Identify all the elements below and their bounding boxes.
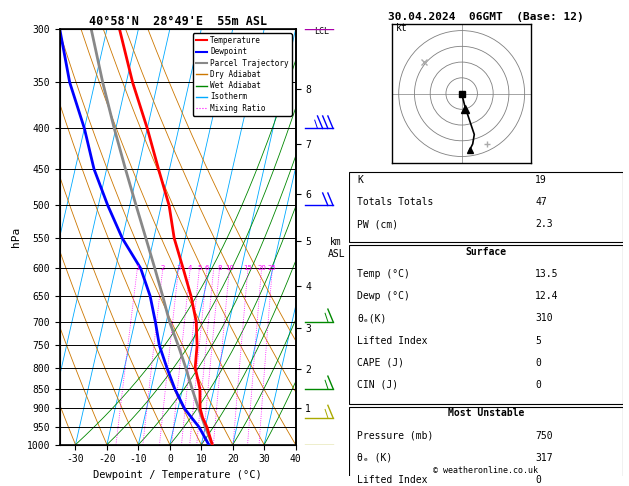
- Text: 4: 4: [188, 265, 192, 271]
- Bar: [349, 407, 623, 486]
- Text: 310: 310: [535, 313, 553, 323]
- Text: 317: 317: [535, 453, 553, 463]
- Text: Totals Totals: Totals Totals: [357, 197, 433, 207]
- Text: 3: 3: [176, 265, 181, 271]
- Text: 2.3: 2.3: [535, 219, 553, 229]
- X-axis label: Dewpoint / Temperature (°C): Dewpoint / Temperature (°C): [93, 470, 262, 480]
- Text: 20: 20: [257, 265, 266, 271]
- Text: CIN (J): CIN (J): [357, 380, 398, 390]
- Text: 1: 1: [135, 265, 140, 271]
- Title: 40°58'N  28°49'E  55m ASL: 40°58'N 28°49'E 55m ASL: [89, 15, 267, 28]
- Text: kt: kt: [396, 22, 408, 33]
- Text: 10: 10: [225, 265, 234, 271]
- Text: Lifted Index: Lifted Index: [357, 475, 428, 485]
- Text: 12.4: 12.4: [535, 291, 559, 301]
- Text: LCL: LCL: [314, 27, 330, 36]
- Text: Surface: Surface: [465, 247, 506, 257]
- Text: Most Unstable: Most Unstable: [448, 408, 524, 418]
- Text: 15: 15: [243, 265, 252, 271]
- Text: Lifted Index: Lifted Index: [357, 335, 428, 346]
- Text: CAPE (J): CAPE (J): [357, 358, 404, 368]
- Text: 13.5: 13.5: [535, 269, 559, 279]
- Text: 25: 25: [268, 265, 277, 271]
- Text: 5: 5: [535, 335, 541, 346]
- Y-axis label: hPa: hPa: [11, 227, 21, 247]
- Text: 750: 750: [535, 431, 553, 441]
- Text: 2: 2: [160, 265, 165, 271]
- Text: 19: 19: [535, 175, 547, 185]
- Text: θₑ(K): θₑ(K): [357, 313, 387, 323]
- Bar: [349, 173, 623, 242]
- Text: 47: 47: [535, 197, 547, 207]
- Text: 0: 0: [535, 475, 541, 485]
- Text: 0: 0: [535, 358, 541, 368]
- Text: PW (cm): PW (cm): [357, 219, 398, 229]
- Text: Temp (°C): Temp (°C): [357, 269, 410, 279]
- Text: 30.04.2024  06GMT  (Base: 12): 30.04.2024 06GMT (Base: 12): [388, 12, 584, 22]
- Text: © weatheronline.co.uk: © weatheronline.co.uk: [433, 466, 538, 475]
- Y-axis label: km
ASL: km ASL: [328, 237, 345, 259]
- Text: K: K: [357, 175, 363, 185]
- Text: Pressure (mb): Pressure (mb): [357, 431, 433, 441]
- Text: 5: 5: [198, 265, 201, 271]
- Text: Dewp (°C): Dewp (°C): [357, 291, 410, 301]
- Text: θₑ (K): θₑ (K): [357, 453, 392, 463]
- Legend: Temperature, Dewpoint, Parcel Trajectory, Dry Adiabat, Wet Adiabat, Isotherm, Mi: Temperature, Dewpoint, Parcel Trajectory…: [192, 33, 292, 116]
- Bar: [349, 245, 623, 404]
- Text: 6: 6: [205, 265, 209, 271]
- Text: 0: 0: [535, 380, 541, 390]
- Text: 8: 8: [217, 265, 222, 271]
